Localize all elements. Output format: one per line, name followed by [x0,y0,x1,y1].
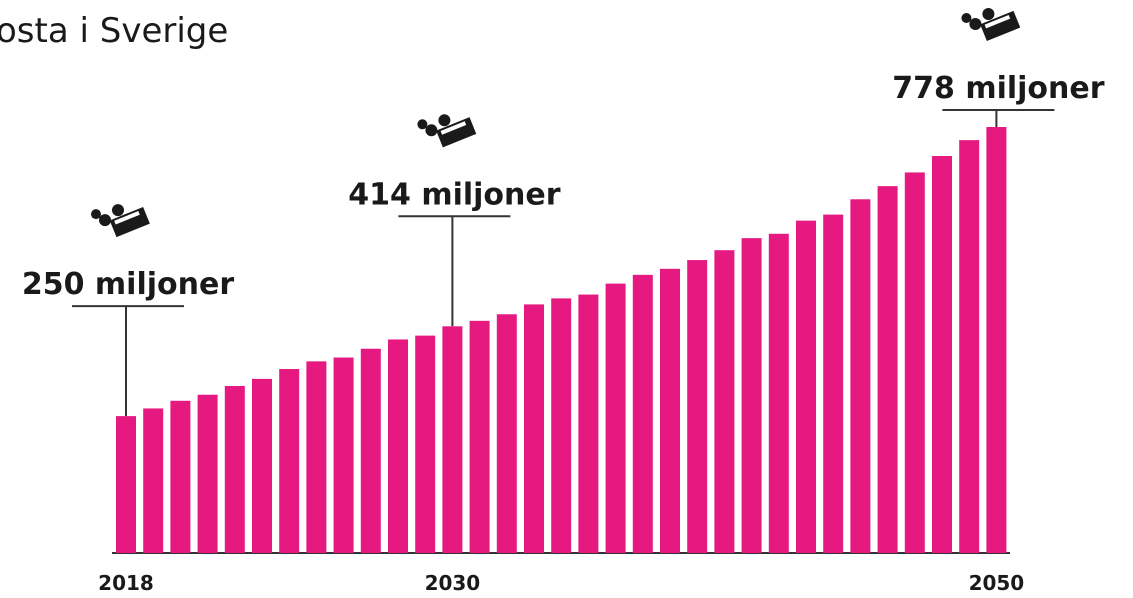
money-icon [417,114,477,148]
bar [551,298,572,553]
bar [333,357,354,553]
bar [442,326,463,553]
chart-title: osta i Sverige [0,11,228,51]
value-label: 250 miljoner [22,267,234,302]
bar [360,348,381,553]
coin [425,124,438,137]
bar [170,400,191,553]
purse-flap [984,14,1011,29]
bar [877,186,898,554]
bar [279,369,300,553]
bar [850,199,871,553]
purse [109,206,150,238]
bar [823,214,844,553]
bar [306,361,327,553]
bar [469,320,490,553]
bar [796,220,816,553]
coin [91,209,101,220]
purse [980,10,1021,42]
bar [632,274,653,553]
purse-flap [114,211,140,225]
coin [417,119,428,130]
value-label: 414 miljoner [348,177,560,212]
bar [986,127,1007,553]
bar [714,250,735,554]
bar [959,140,980,553]
x-tick-label: 2018 [98,571,154,595]
coin [982,8,995,20]
coin [438,114,451,127]
bar [768,233,789,553]
bar [932,156,952,553]
bar [252,378,272,553]
coin [961,13,972,23]
bar [224,385,245,553]
bar [660,268,680,553]
bar [524,304,544,553]
bar [741,238,762,553]
bar [388,339,408,553]
x-tick-label: 2030 [425,571,481,595]
money-icon [961,8,1021,42]
bar [578,294,599,553]
x-tick-label: 2050 [969,571,1025,595]
purse-flap [440,121,467,135]
coin [99,214,111,227]
bar [904,172,925,553]
coin [112,204,124,217]
bar [116,416,136,553]
bar [687,260,708,553]
bar [415,335,436,553]
money-icon [91,204,150,238]
bar [197,394,218,553]
bar [605,283,626,553]
purse [436,117,477,148]
bar [143,408,164,553]
coin [969,18,982,30]
value-label: 778 miljoner [892,71,1104,106]
bar [496,314,517,553]
